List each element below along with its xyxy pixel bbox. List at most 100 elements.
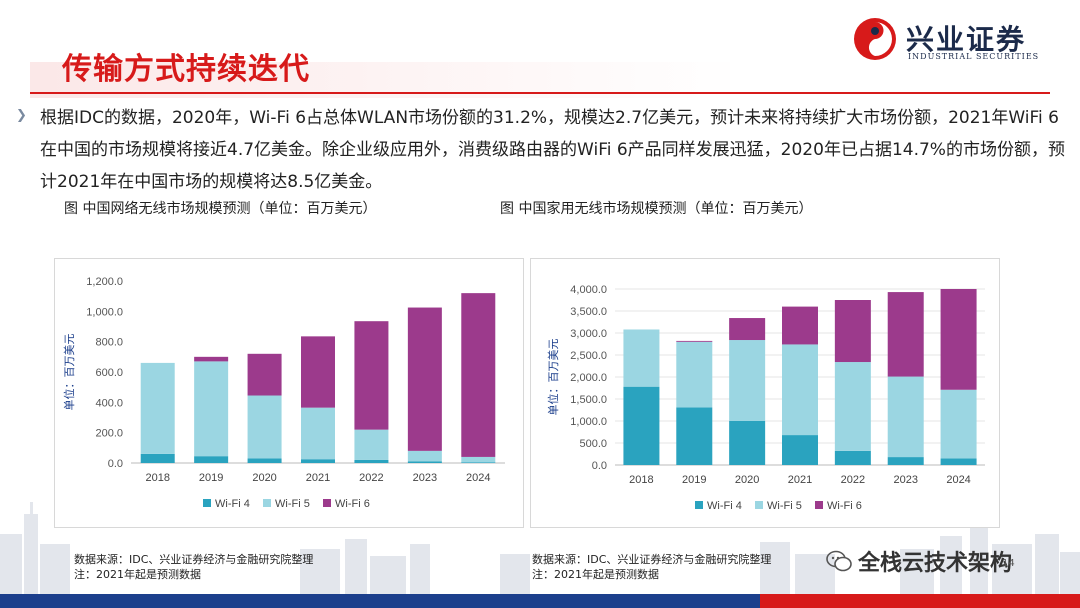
x-tick-label: 2024 [466, 472, 490, 484]
footer-bar-red [760, 594, 1080, 608]
chart-home-wlan-svg: 0.0 500.0 1,000.0 1,500.0 2,000.0 2,500.0 3,00… [546, 284, 985, 512]
bar-wi-fi4-2019 [194, 456, 229, 463]
x-tick-label: 2022 [841, 474, 865, 486]
bar-wi-fi5-2022 [354, 429, 389, 460]
y-tick-label: 1,000.0 [570, 416, 607, 428]
bar-wi-fi5-2020 [247, 395, 282, 459]
chart-network-wlan-svg: 0.0 200.0 400.0 600.0 800.0 1,000.0 1,200.0 单位：… [62, 276, 505, 510]
bar-wi-fi4-2018 [623, 386, 660, 465]
bar-wi-fi5-2023 [887, 376, 924, 458]
bar-wi-fi6-2023 [887, 292, 924, 377]
legend-label: Wi-Fi 6 [335, 498, 370, 510]
x-tick-label: 2022 [359, 472, 383, 484]
bar-wi-fi6-2022 [834, 300, 871, 363]
y-tick-label: 1,500.0 [570, 394, 607, 406]
title-divider [30, 92, 1050, 94]
bar-wi-fi4-2021 [782, 435, 818, 465]
legend-swatch [815, 501, 823, 509]
y-axis-label: 单位：百万美元 [62, 334, 76, 411]
y-tick-label: 1,200.0 [86, 276, 123, 288]
legend-swatch [203, 499, 211, 507]
bar-wi-fi6-2019 [194, 356, 229, 362]
note-line: 注：2021年起是预测数据 [74, 568, 201, 581]
y-tick-label: 0.0 [592, 460, 607, 472]
x-tick-label: 2020 [252, 472, 276, 484]
bar-wi-fi6-2021 [301, 336, 335, 408]
y-tick-label: 3,500.0 [570, 306, 607, 318]
y-tick-label: 800.0 [95, 337, 123, 349]
bar-wi-fi6-2020 [247, 353, 282, 396]
footer-bar-blue [0, 594, 760, 608]
legend-label: Wi-Fi 4 [707, 500, 742, 512]
bar-wi-fi5-2024 [461, 456, 496, 463]
bar-wi-fi6-2024 [461, 293, 496, 457]
bar-wi-fi6-2024 [940, 289, 977, 390]
body-paragraph: 根据IDC的数据，2020年，Wi-Fi 6占总体WLAN市场份额的31.2%，… [40, 108, 1065, 192]
legend-swatch [323, 499, 331, 507]
x-tick-label: 2024 [946, 474, 970, 486]
watermark: 全栈云技术架构 [826, 546, 1012, 576]
bar-wi-fi6-2023 [407, 307, 442, 451]
city-skyline-decoration [0, 502, 1080, 594]
bar-wi-fi4-2020 [247, 458, 282, 463]
bar-wi-fi4-2019 [676, 407, 713, 465]
bar-wi-fi6-2019 [676, 340, 713, 342]
company-logo: 兴业证券 INDUSTRIAL SECURITIES [852, 14, 1062, 66]
y-tick-label: 1,000.0 [86, 306, 123, 318]
chart-caption-left: 图 中国网络无线市场规模预测（单位：百万美元） [64, 201, 377, 217]
y-tick-label: 200.0 [95, 428, 123, 440]
legend-swatch [755, 501, 763, 509]
legend-label: Wi-Fi 5 [275, 498, 310, 510]
source-note-left: 数据来源：IDC、兴业证券经济与金融研究院整理 注：2021年起是预测数据 [74, 552, 313, 582]
bar-wi-fi5-2022 [834, 362, 871, 451]
source-line: 数据来源：IDC、兴业证券经济与金融研究院整理 [74, 553, 314, 566]
legend-label: Wi-Fi 5 [767, 500, 802, 512]
bar-wi-fi4-2022 [834, 450, 871, 465]
x-tick-label: 2023 [413, 472, 437, 484]
logo-cn-text: 兴业证券 [906, 23, 1027, 56]
bar-wi-fi5-2021 [782, 344, 818, 436]
page-number: 14 [1002, 558, 1015, 569]
footer-bar [0, 594, 1080, 608]
bar-wi-fi4-2018 [140, 453, 175, 463]
legend-swatch [695, 501, 703, 509]
bar-wi-fi4-2023 [887, 457, 924, 465]
legend-label: Wi-Fi 6 [827, 500, 862, 512]
x-tick-label: 2019 [199, 472, 223, 484]
x-tick-label: 2019 [682, 474, 706, 486]
x-tick-label: 2018 [145, 472, 169, 484]
bar-wi-fi6-2020 [729, 318, 766, 341]
x-tick-label: 2021 [788, 474, 812, 486]
bar-wi-fi5-2019 [676, 341, 713, 408]
bar-wi-fi6-2021 [782, 306, 818, 345]
bar-wi-fi6-2022 [354, 321, 389, 430]
legend-swatch [263, 499, 271, 507]
y-tick-label: 500.0 [579, 438, 607, 450]
source-line: 数据来源：IDC、兴业证券经济与金融研究院整理 [532, 553, 772, 566]
y-axis-label: 单位：百万美元 [546, 339, 560, 416]
logo-en-text: INDUSTRIAL SECURITIES [908, 52, 1040, 61]
y-tick-label: 4,000.0 [570, 284, 607, 296]
bullet-chevron-icon: ❯ [16, 108, 27, 123]
legend-label: Wi-Fi 4 [215, 498, 250, 510]
y-tick-label: 600.0 [95, 367, 123, 379]
y-tick-label: 2,500.0 [570, 350, 607, 362]
chart-caption-right: 图 中国家用无线市场规模预测（单位：百万美元） [500, 201, 813, 217]
y-tick-label: 400.0 [95, 397, 123, 409]
bar-wi-fi4-2024 [940, 458, 977, 465]
bar-wi-fi5-2019 [194, 361, 229, 457]
x-tick-label: 2023 [893, 474, 917, 486]
watermark-text: 全栈云技术架构 [858, 551, 1013, 576]
y-tick-label: 3,000.0 [570, 328, 607, 340]
source-note-right: 数据来源：IDC、兴业证券经济与金融研究院整理 注：2021年起是预测数据 [532, 552, 771, 582]
bar-wi-fi5-2021 [301, 407, 335, 460]
bar-wi-fi4-2022 [354, 459, 389, 463]
page-title: 传输方式持续迭代 [62, 52, 310, 87]
logo-mark-icon [854, 18, 896, 60]
note-line: 注：2021年起是预测数据 [532, 568, 659, 581]
chart-home-wlan: 0.0 500.0 1,000.0 1,500.0 2,000.0 2,500.0 3,00… [530, 258, 1000, 528]
x-tick-label: 2018 [629, 474, 653, 486]
y-tick-label: 2,000.0 [570, 372, 607, 384]
wechat-icon [826, 550, 852, 572]
bar-wi-fi5-2020 [729, 340, 766, 421]
